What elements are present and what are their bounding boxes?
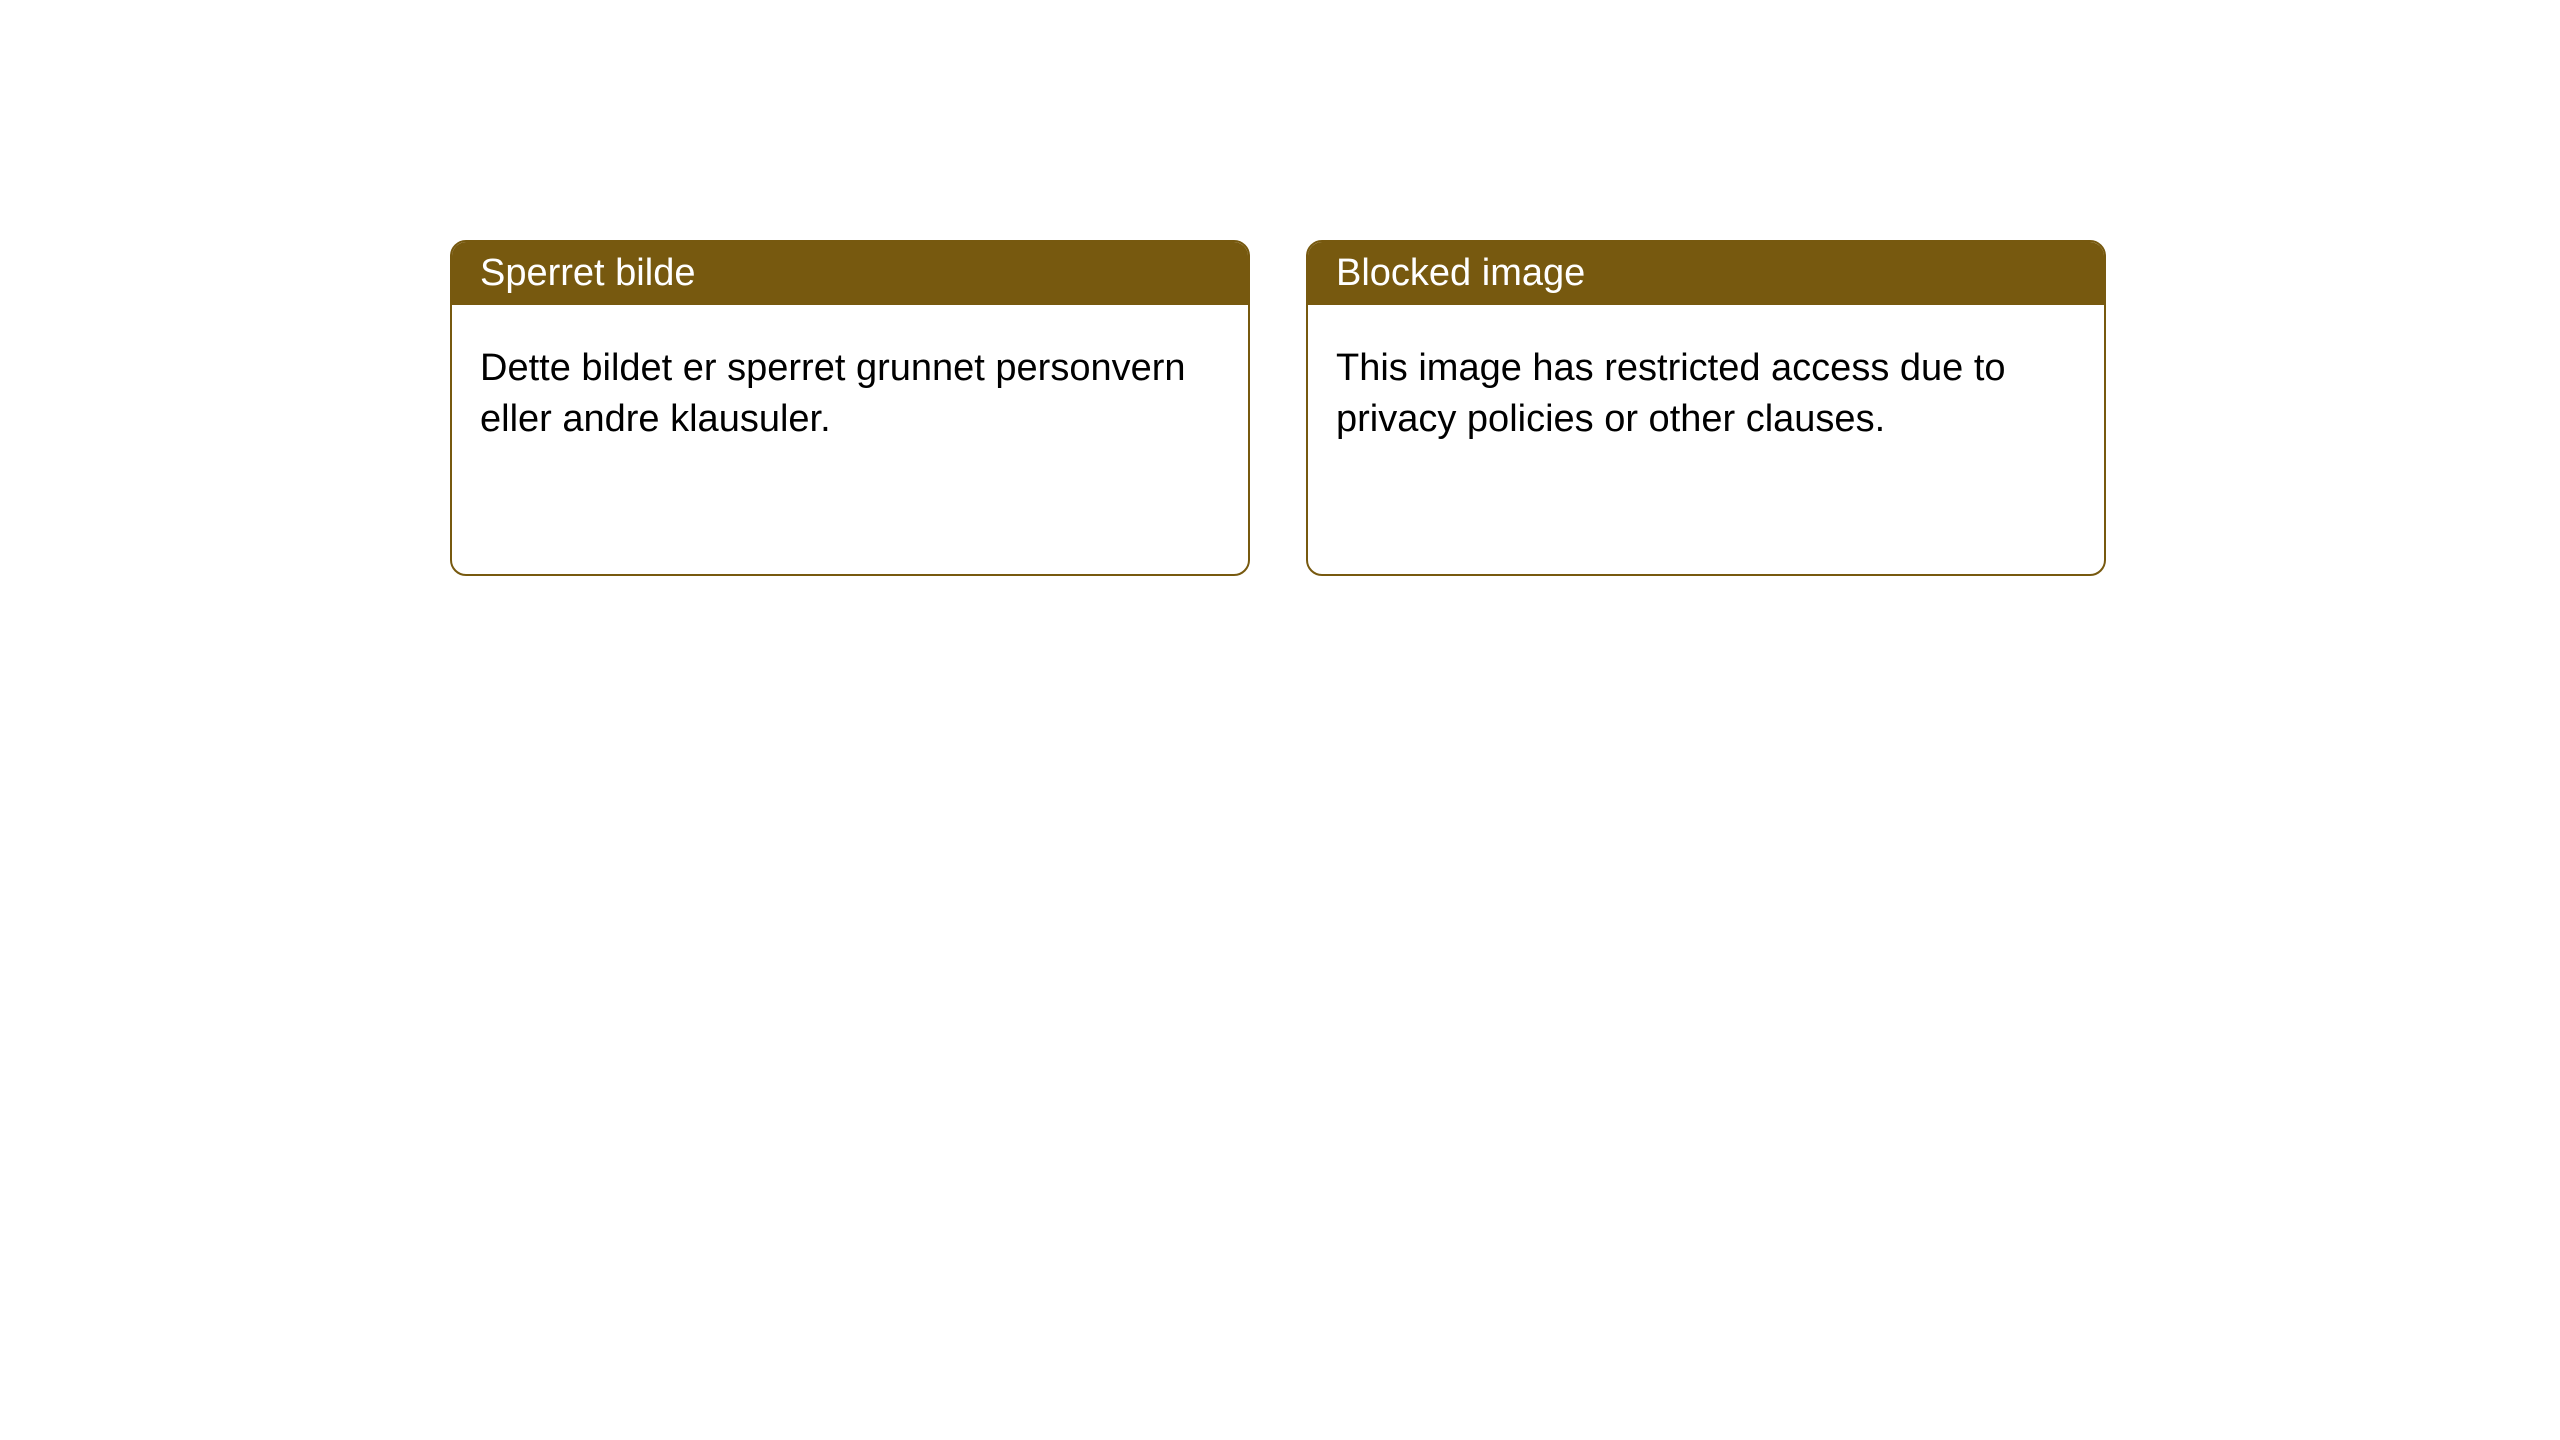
card-title: Sperret bilde [452,242,1248,305]
notice-card-english: Blocked image This image has restricted … [1306,240,2106,576]
notice-container: Sperret bilde Dette bildet er sperret gr… [0,0,2560,576]
notice-card-norwegian: Sperret bilde Dette bildet er sperret gr… [450,240,1250,576]
card-body: Dette bildet er sperret grunnet personve… [452,305,1248,484]
card-title: Blocked image [1308,242,2104,305]
card-body: This image has restricted access due to … [1308,305,2104,484]
